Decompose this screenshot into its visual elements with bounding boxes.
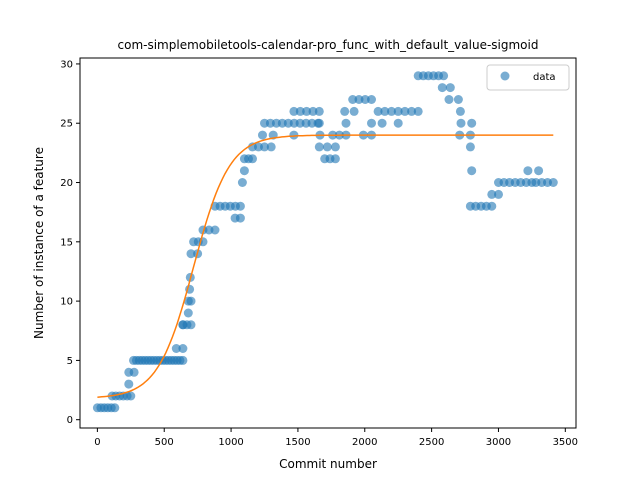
data-point <box>235 201 245 211</box>
data-point <box>439 71 449 81</box>
data-point <box>349 106 359 116</box>
data-point <box>110 403 120 413</box>
data-point <box>186 296 196 306</box>
data-point <box>178 344 188 353</box>
data-point <box>314 142 324 152</box>
data-point <box>235 213 245 223</box>
data-point <box>400 106 410 116</box>
data-point <box>248 154 257 164</box>
data-point <box>444 95 454 104</box>
data-point <box>494 189 503 199</box>
legend-box <box>486 64 570 91</box>
x-tick-label: 2500 <box>419 437 444 448</box>
x-tick-label: 0 <box>94 437 100 448</box>
data-point <box>171 344 181 353</box>
data-point <box>413 106 423 116</box>
data-point <box>437 83 447 93</box>
legend-label-data: data <box>533 72 556 83</box>
x-tick-label: 1500 <box>285 437 310 448</box>
y-tick-label: 20 <box>60 178 73 189</box>
y-tick-label: 30 <box>60 59 73 70</box>
data-point <box>314 106 324 116</box>
data-point <box>178 320 188 330</box>
data-point <box>393 118 403 128</box>
data-point <box>340 106 350 116</box>
x-tick-label: 2000 <box>352 437 377 448</box>
data-point <box>330 142 340 152</box>
data-point <box>467 166 477 176</box>
data-point <box>295 106 305 116</box>
data-point <box>445 83 455 93</box>
data-point <box>456 118 466 128</box>
data-point <box>393 106 403 116</box>
axes-frame <box>79 57 577 429</box>
data-point <box>455 106 465 116</box>
y-axis-ticks: 0 5 10 15 20 25 30 <box>60 59 80 426</box>
x-axis-ticks: 0 500 1000 1500 2000 2500 3000 3500 <box>94 428 578 448</box>
data-point <box>289 106 299 116</box>
data-point <box>322 142 332 152</box>
y-axis-label: Number of instance of a feature <box>32 147 46 339</box>
data-point <box>548 178 558 187</box>
plot-area <box>92 71 558 413</box>
data-point <box>453 95 463 104</box>
y-tick-label: 25 <box>60 119 73 130</box>
data-point <box>373 106 383 116</box>
data-point <box>367 95 376 104</box>
fit-line <box>97 134 554 398</box>
data-point <box>210 225 220 235</box>
data-point <box>348 95 358 104</box>
data-point <box>186 320 196 330</box>
data-point <box>124 379 134 389</box>
data-point <box>354 95 364 104</box>
data-point <box>186 249 196 259</box>
x-tick-label: 500 <box>155 437 174 448</box>
data-point <box>239 166 249 176</box>
data-point <box>302 106 312 116</box>
data-point <box>534 166 544 176</box>
x-tick-label: 3000 <box>486 437 511 448</box>
data-point <box>129 367 139 377</box>
data-point <box>407 106 417 116</box>
y-tick-label: 10 <box>60 297 73 308</box>
chart-title: com-simplemobiletools-calendar-pro_func_… <box>118 38 539 52</box>
data-point <box>258 130 267 140</box>
x-axis-label: Commit number <box>279 457 377 471</box>
legend-marker-data <box>500 71 510 81</box>
data-point <box>380 106 390 116</box>
data-point <box>126 391 136 401</box>
data-point <box>367 118 376 128</box>
data-point <box>266 142 276 152</box>
data-point <box>237 178 247 187</box>
x-tick-label: 1000 <box>218 437 243 448</box>
data-point <box>523 166 533 176</box>
data-point <box>308 106 318 116</box>
data-point <box>341 118 351 128</box>
data-point <box>465 142 475 152</box>
y-tick-label: 15 <box>60 237 73 248</box>
y-tick-label: 5 <box>67 356 73 367</box>
data-point <box>289 130 299 140</box>
data-point <box>330 154 340 164</box>
data-point <box>487 201 497 211</box>
data-point <box>387 106 396 116</box>
data-point <box>178 355 188 365</box>
legend: data <box>486 64 570 91</box>
data-point <box>360 95 370 104</box>
data-point <box>260 142 269 152</box>
data-point <box>314 118 324 128</box>
x-tick-label: 3500 <box>553 437 578 448</box>
data-point <box>467 118 477 128</box>
y-tick-label: 0 <box>67 415 73 426</box>
data-point <box>183 308 193 318</box>
data-point <box>487 189 497 199</box>
data-point <box>377 118 387 128</box>
